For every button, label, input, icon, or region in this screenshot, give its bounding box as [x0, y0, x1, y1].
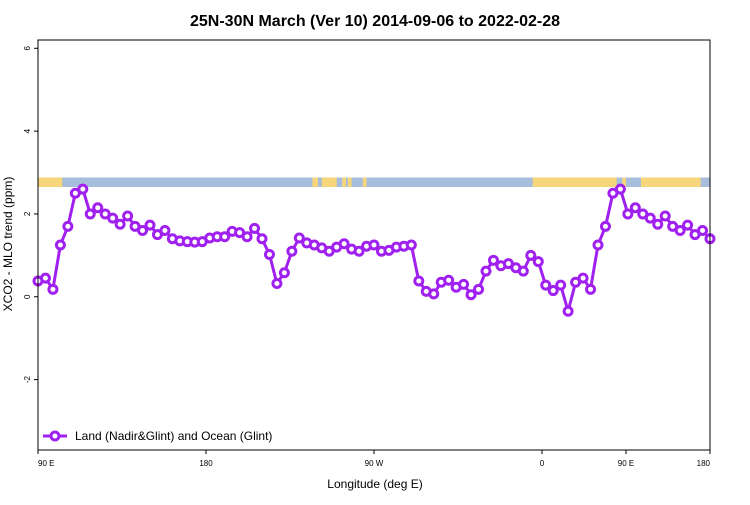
data-point — [473, 283, 485, 295]
plot-frame — [37, 39, 711, 451]
x-axis: 90 E 180 90 W 0 180 90 E — [37, 450, 711, 468]
data-point — [92, 202, 104, 214]
data-point — [532, 256, 544, 268]
data-point — [644, 212, 656, 224]
data-point — [278, 267, 290, 279]
y-axis: -2 0 2 4 6 — [23, 46, 38, 383]
y-axis-label: XCO2 - MLO trend (ppm) — [1, 177, 15, 312]
data-point — [338, 238, 350, 250]
data-point — [263, 249, 275, 261]
data-point — [241, 231, 253, 243]
x-tick-label: 90 E — [38, 459, 54, 468]
data-point — [353, 245, 365, 257]
data-point — [368, 239, 380, 251]
x-axis-label: Longitude (deg E) — [327, 477, 422, 491]
chart-title: 25N-30N March (Ver 10) 2014-09-06 to 202… — [190, 13, 560, 30]
data-point — [428, 288, 440, 300]
data-point — [652, 218, 664, 230]
data-point — [540, 279, 552, 291]
x-tick-label: 90 W — [365, 459, 384, 468]
data-point — [413, 275, 425, 287]
data-point — [47, 283, 59, 295]
data-point — [137, 225, 149, 237]
map-strip — [38, 177, 710, 188]
legend-label: Land (Nadir&Glint) and Ocean (Glint) — [75, 429, 272, 443]
data-point — [674, 225, 686, 237]
y-tick-label: 0 — [23, 294, 32, 299]
data-point — [480, 265, 492, 277]
data-point — [577, 272, 589, 284]
data-point — [271, 278, 283, 290]
map-strip-ocean — [38, 177, 710, 188]
data-point — [405, 239, 417, 251]
data-point — [622, 208, 634, 220]
data-point — [517, 265, 529, 277]
data-point — [547, 285, 559, 297]
legend: Land (Nadir&Glint) and Ocean (Glint) — [43, 429, 272, 443]
data-point — [144, 219, 156, 231]
x-tick-label: 0 — [540, 459, 545, 468]
y-tick-label: 6 — [23, 46, 32, 51]
data-point — [256, 233, 268, 245]
data-point — [659, 210, 671, 222]
data-point — [465, 289, 477, 301]
data-point — [62, 220, 74, 232]
y-tick-label: 4 — [23, 128, 32, 133]
map-strip-land — [312, 177, 318, 188]
map-strip-land — [321, 177, 337, 188]
data-point — [599, 220, 611, 232]
data-point — [114, 218, 126, 230]
data-point — [614, 183, 626, 195]
data-point — [122, 210, 134, 222]
legend-marker-sample — [49, 430, 61, 442]
data-point — [84, 208, 96, 220]
y-tick-label: 2 — [23, 211, 32, 216]
map-strip-land — [38, 177, 63, 188]
data-point — [54, 239, 66, 251]
data-point — [219, 231, 231, 243]
data-point — [293, 232, 305, 244]
data-point — [249, 222, 261, 234]
map-strip-land — [650, 177, 701, 188]
x-tick-label: 90 E — [618, 459, 634, 468]
data-point — [487, 254, 499, 266]
series-layer — [32, 183, 716, 318]
data-point — [107, 212, 119, 224]
data-point — [585, 283, 597, 295]
x-tick-label: 180 — [199, 459, 213, 468]
data-point — [682, 219, 694, 231]
data-point — [159, 225, 171, 237]
data-point — [525, 249, 537, 261]
data-point — [555, 279, 567, 291]
y-tick-label: -2 — [23, 375, 32, 383]
data-point — [39, 272, 51, 284]
map-strip-land — [532, 177, 617, 188]
map-strip-land — [362, 177, 367, 188]
data-point — [629, 202, 641, 214]
map-strip-land — [342, 177, 346, 188]
x-tick-label: 180 — [697, 459, 711, 468]
map-strip-land — [347, 177, 352, 188]
map-strip-land — [622, 177, 626, 188]
data-point — [286, 245, 298, 257]
data-point — [443, 274, 455, 286]
data-point — [562, 305, 574, 317]
map-strip-land — [640, 177, 654, 188]
data-point — [592, 239, 604, 251]
data-point — [458, 278, 470, 290]
data-point — [697, 225, 709, 237]
data-point — [77, 183, 89, 195]
